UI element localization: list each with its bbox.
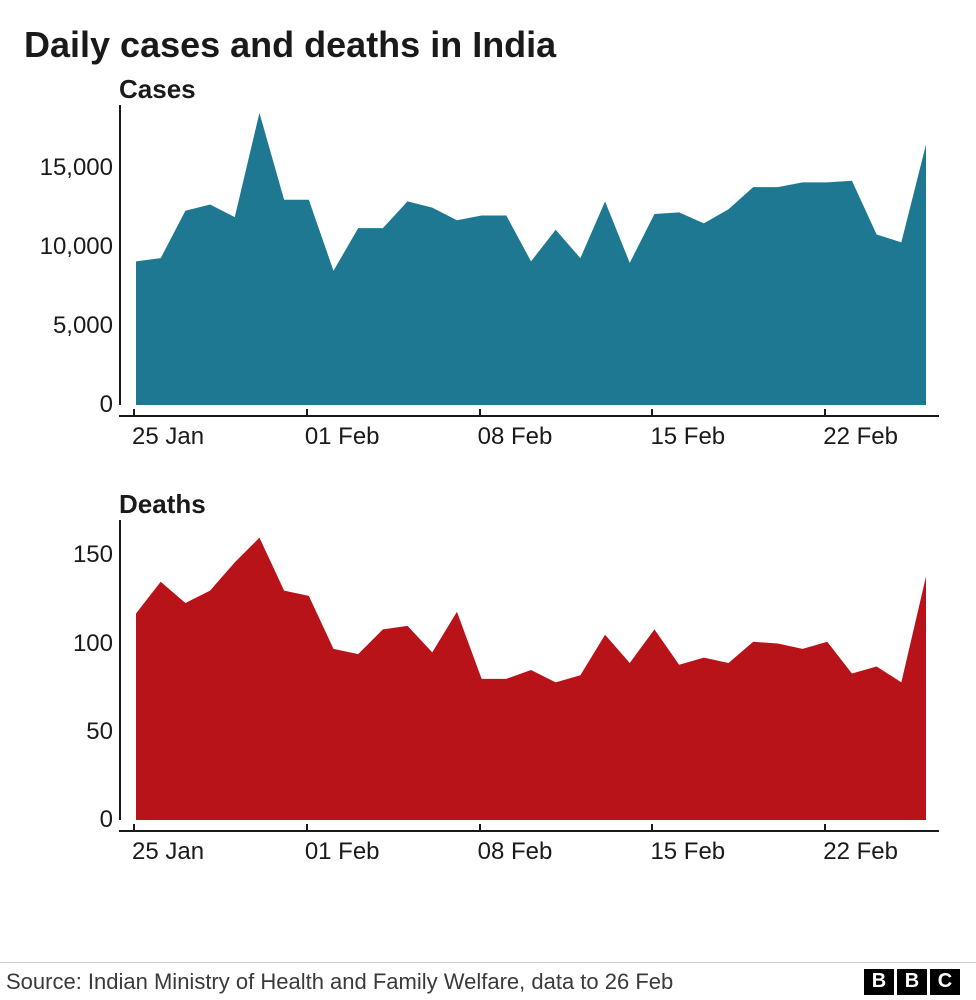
cases-xtick-label: 25 Jan	[132, 423, 204, 451]
deaths-xtick	[133, 824, 135, 832]
cases-xtick	[133, 409, 135, 417]
cases-xtick-label: 01 Feb	[305, 423, 380, 451]
deaths-xtick	[306, 824, 308, 832]
deaths-chart: Deaths 0 50 100 150 25 Jan 01 Feb 08 Feb 15 Fe…	[24, 489, 976, 874]
cases-chart: Cases 0 5,000 10,000 15,000 25 Jan 01 Feb 08 …	[24, 74, 976, 459]
deaths-xtick	[479, 824, 481, 832]
deaths-ytick-label: 0	[100, 806, 113, 834]
deaths-xtick-label: 08 Feb	[478, 838, 553, 866]
deaths-y-axis: 050100150	[24, 520, 119, 820]
source-text: Source: Indian Ministry of Health and Fa…	[6, 969, 673, 995]
cases-xtick	[479, 409, 481, 417]
cases-plot-area	[119, 105, 939, 405]
deaths-xtick-label: 15 Feb	[650, 838, 725, 866]
cases-xtick-label: 08 Feb	[478, 423, 553, 451]
deaths-ytick-label: 150	[73, 541, 113, 569]
deaths-xtick-label: 25 Jan	[132, 838, 204, 866]
bbc-logo-letter: B	[897, 969, 927, 995]
chart-footer: Source: Indian Ministry of Health and Fa…	[0, 962, 976, 1000]
cases-x-axis: 25 Jan 01 Feb 08 Feb 15 Feb 22 Feb	[119, 415, 939, 459]
cases-xtick-label: 15 Feb	[650, 423, 725, 451]
bbc-logo: B B C	[864, 969, 960, 995]
cases-y-axis: 05,00010,00015,000	[24, 105, 119, 405]
cases-xtick	[651, 409, 653, 417]
page-title: Daily cases and deaths in India	[0, 0, 976, 66]
deaths-xtick	[824, 824, 826, 832]
deaths-x-axis: 25 Jan 01 Feb 08 Feb 15 Feb 22 Feb	[119, 830, 939, 874]
cases-ytick-label: 0	[100, 391, 113, 419]
deaths-ytick-label: 50	[86, 718, 113, 746]
bbc-logo-letter: B	[864, 969, 894, 995]
cases-ytick-label: 10,000	[40, 233, 113, 261]
cases-xtick	[306, 409, 308, 417]
deaths-plot-area	[119, 520, 939, 820]
deaths-area-path	[136, 538, 926, 820]
deaths-ytick-label: 100	[73, 630, 113, 658]
cases-ytick-label: 5,000	[53, 312, 113, 340]
deaths-xtick-label: 01 Feb	[305, 838, 380, 866]
cases-area-path	[136, 113, 926, 405]
deaths-xtick-label: 22 Feb	[823, 838, 898, 866]
cases-subtitle: Cases	[119, 74, 976, 105]
deaths-xtick	[651, 824, 653, 832]
cases-ytick-label: 15,000	[40, 154, 113, 182]
cases-xtick	[824, 409, 826, 417]
deaths-subtitle: Deaths	[119, 489, 976, 520]
cases-xtick-label: 22 Feb	[823, 423, 898, 451]
bbc-logo-letter: C	[930, 969, 960, 995]
